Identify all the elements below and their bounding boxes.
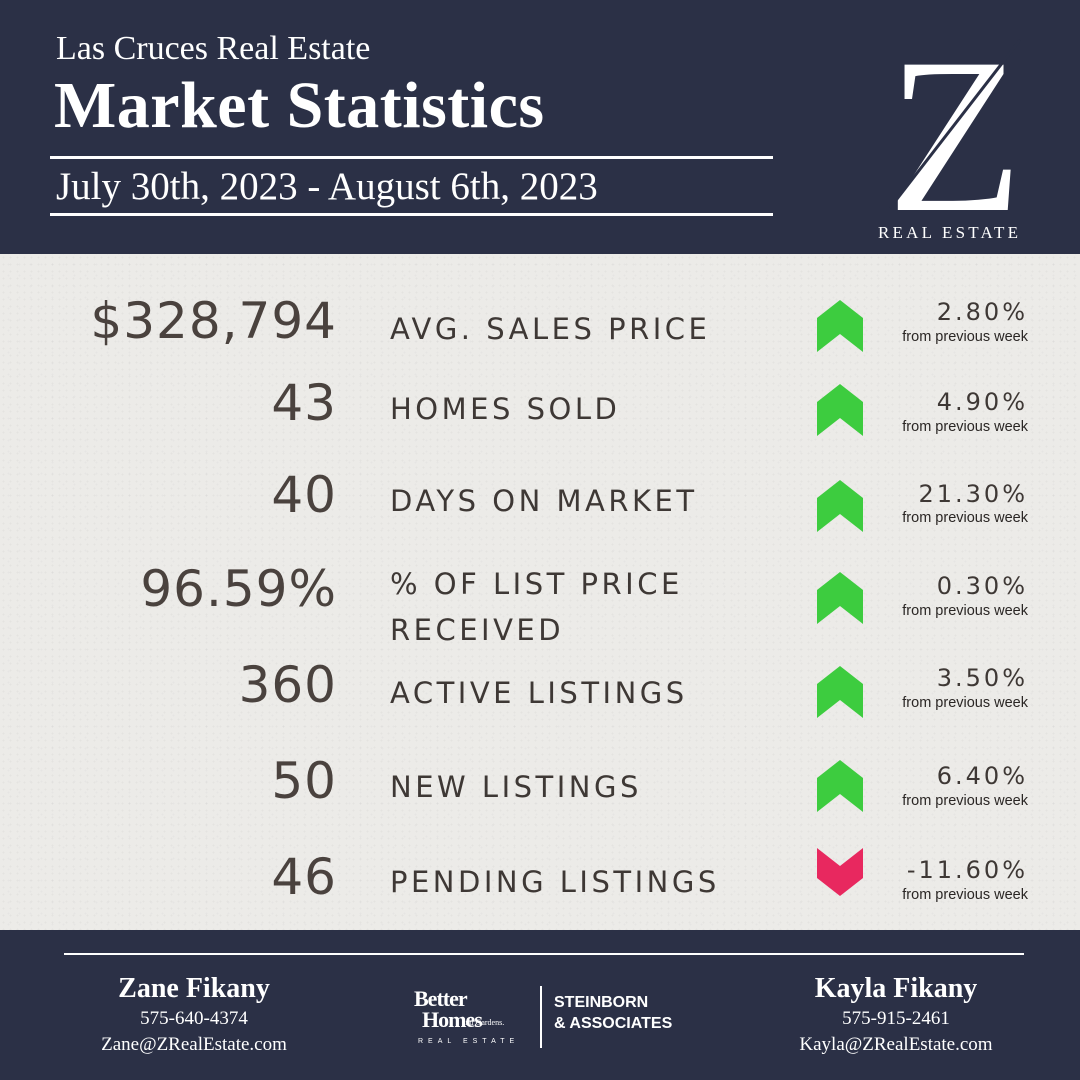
up-arrow-icon — [817, 572, 863, 624]
stat-label: AVG. SALES PRICE — [390, 312, 711, 346]
stat-value: 50 — [271, 752, 337, 810]
footer: Zane Fikany 575-640-4374 Zane@ZRealEstat… — [0, 930, 1080, 1080]
change-note: from previous week — [902, 887, 1028, 903]
change-note: from previous week — [902, 510, 1028, 526]
stat-row-homes-sold: 43 HOMES SOLD 4.90% from previous week — [0, 374, 1080, 454]
stat-label: HOMES SOLD — [390, 392, 621, 426]
stat-label-line2: RECEIVED — [390, 613, 565, 647]
stat-value: 360 — [238, 656, 337, 714]
change-note: from previous week — [902, 603, 1028, 619]
agent-name: Kayla Fikany — [814, 973, 978, 1004]
title-rule-bottom — [50, 213, 773, 216]
brokerage-logo: Better Homes and Gardens. REAL ESTATE ST… — [414, 986, 684, 1052]
agent-phone[interactable]: 575-640-4374 — [140, 1008, 248, 1029]
change-percent: 3.50% — [936, 664, 1028, 692]
up-arrow-icon — [817, 760, 863, 812]
stat-row-avg-sales-price: $328,794 AVG. SALES PRICE 2.80% from pre… — [0, 292, 1080, 372]
brand-divider — [540, 986, 542, 1048]
brand-partner-line2: & ASSOCIATES — [554, 1015, 673, 1032]
brand-partner: STEINBORN & ASSOCIATES — [554, 992, 672, 1034]
stat-value: 96.59% — [140, 560, 337, 618]
stat-row-list-price-received: 96.59% % OF LIST PRICE RECEIVED 0.30% fr… — [0, 560, 1080, 660]
change-percent: -11.60% — [906, 856, 1028, 884]
stat-label-line1: % OF LIST PRICE — [390, 567, 683, 601]
up-arrow-icon — [817, 300, 863, 352]
stat-value: 46 — [271, 848, 337, 906]
change-percent: 21.30% — [918, 480, 1028, 508]
footer-rule — [64, 953, 1024, 955]
header: Las Cruces Real Estate Market Statistics… — [0, 0, 1080, 254]
subtitle: Las Cruces Real Estate — [56, 30, 371, 67]
brand-line2: Homes — [422, 1007, 483, 1032]
agent-contact-left: Zane Fikany 575-640-4374 Zane@ZRealEstat… — [44, 972, 344, 1058]
page-title: Market Statistics — [54, 69, 545, 142]
date-range: July 30th, 2023 - August 6th, 2023 — [56, 165, 598, 208]
brand-line1: Better — [414, 986, 468, 1011]
brand-line3: and Gardens. — [462, 1018, 505, 1027]
stat-label: ACTIVE LISTINGS — [390, 676, 688, 710]
change-note: from previous week — [902, 793, 1028, 809]
stat-value: 43 — [271, 374, 337, 432]
change-note: from previous week — [902, 695, 1028, 711]
stats-panel: $328,794 AVG. SALES PRICE 2.80% from pre… — [0, 254, 1080, 930]
agent-email[interactable]: Kayla@ZRealEstate.com — [799, 1034, 993, 1055]
stat-value: 40 — [271, 466, 337, 524]
brand-partner-line1: STEINBORN — [554, 994, 649, 1011]
brand-better-homes: Better Homes — [414, 986, 483, 1032]
stat-row-pending-listings: 46 PENDING LISTINGS -11.60% from previou… — [0, 848, 1080, 928]
stat-label: PENDING LISTINGS — [390, 865, 720, 899]
z-logo-icon: Z — [887, 28, 1023, 218]
agent-email[interactable]: Zane@ZRealEstate.com — [101, 1034, 287, 1055]
up-arrow-icon — [817, 666, 863, 718]
change-percent: 6.40% — [936, 762, 1028, 790]
agent-contact-right: Kayla Fikany 575-915-2461 Kayla@ZRealEst… — [746, 972, 1046, 1058]
stat-row-days-on-market: 40 DAYS ON MARKET 21.30% from previous w… — [0, 466, 1080, 546]
up-arrow-icon — [817, 480, 863, 532]
change-note: from previous week — [902, 329, 1028, 345]
agent-phone[interactable]: 575-915-2461 — [842, 1008, 950, 1029]
stat-row-active-listings: 360 ACTIVE LISTINGS 3.50% from previous … — [0, 656, 1080, 736]
down-arrow-icon — [817, 848, 863, 896]
stat-value: $328,794 — [90, 292, 337, 350]
change-percent: 0.30% — [936, 572, 1028, 600]
brand-line4: REAL ESTATE — [418, 1038, 520, 1045]
agent-name: Zane Fikany — [118, 973, 270, 1004]
change-percent: 2.80% — [936, 298, 1028, 326]
change-percent: 4.90% — [936, 388, 1028, 416]
stat-label: NEW LISTINGS — [390, 770, 642, 804]
logo-text: REAL ESTATE — [878, 223, 1022, 242]
change-note: from previous week — [902, 419, 1028, 435]
title-rule-top — [50, 156, 773, 159]
stat-row-new-listings: 50 NEW LISTINGS 6.40% from previous week — [0, 752, 1080, 832]
up-arrow-icon — [817, 384, 863, 436]
stat-label: DAYS ON MARKET — [390, 484, 698, 518]
z-real-estate-logo: Z REAL ESTATE — [870, 28, 1040, 248]
